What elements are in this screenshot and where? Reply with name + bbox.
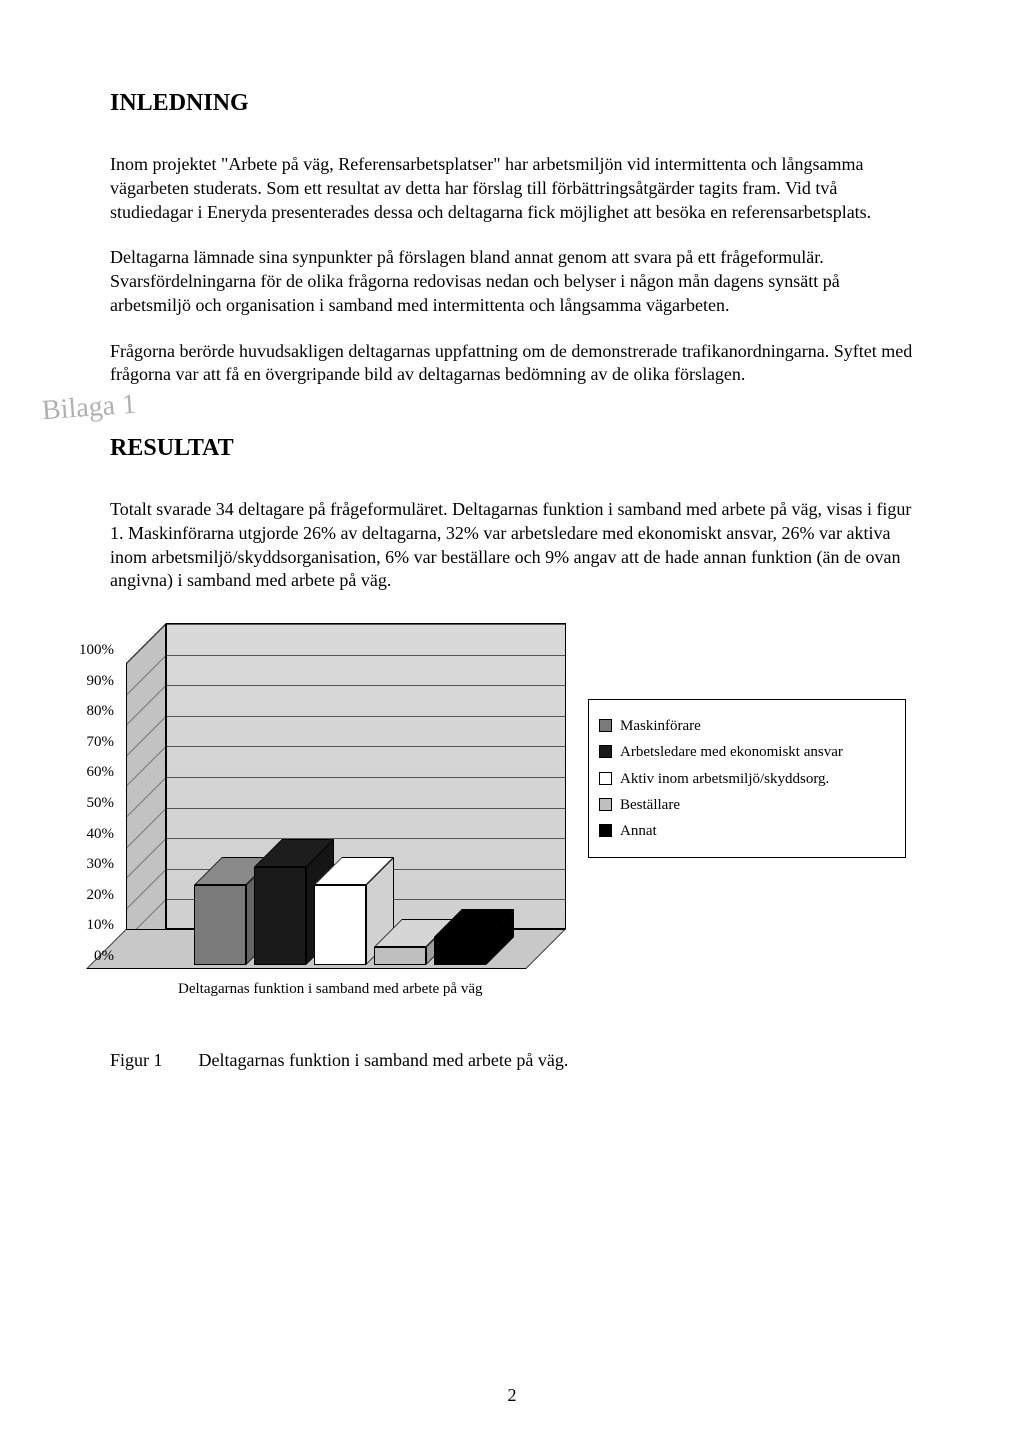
legend-swatch-icon: [599, 719, 612, 732]
legend-swatch-icon: [599, 798, 612, 811]
page-number: 2: [0, 1385, 1024, 1406]
legend-item-4: Annat: [599, 821, 893, 841]
figure-caption: Figur 1 Deltagarnas funktion i samband m…: [110, 1050, 924, 1071]
chart-legend: Maskinförare Arbetsledare med ekonomiskt …: [588, 699, 906, 858]
paragraph-3: Frågorna berörde huvudsakligen deltagarn…: [110, 340, 924, 388]
y-tick-label: 90%: [87, 673, 115, 690]
y-axis-labels: 0%10%20%30%40%50%60%70%80%90%100%: [104, 619, 160, 969]
legend-label: Maskinförare: [620, 716, 701, 736]
y-tick-label: 20%: [87, 887, 115, 904]
chart-area: 0%10%20%30%40%50%60%70%80%90%100% Deltag…: [110, 619, 580, 998]
x-axis-caption: Deltagarnas funktion i samband med arbet…: [178, 981, 580, 998]
y-tick-label: 60%: [87, 764, 115, 781]
document-page: Bilaga 1 INLEDNING Inom projektet "Arbet…: [0, 0, 1024, 1448]
chart-bars: [166, 623, 566, 969]
legend-label: Arbetsledare med ekonomiskt ansvar: [620, 742, 843, 762]
legend-swatch-icon: [599, 824, 612, 837]
legend-item-2: Aktiv inom arbetsmiljö/skyddsorg.: [599, 769, 893, 789]
handwriting-annotation: Bilaga 1: [41, 389, 137, 427]
legend-item-0: Maskinförare: [599, 716, 893, 736]
heading-resultat: RESULTAT: [110, 435, 924, 462]
legend-item-3: Beställare: [599, 795, 893, 815]
y-tick-label: 80%: [87, 703, 115, 720]
bar-chart-3d: 0%10%20%30%40%50%60%70%80%90%100%: [110, 619, 580, 979]
legend-label: Beställare: [620, 795, 680, 815]
y-tick-label: 40%: [87, 826, 115, 843]
y-tick-label: 100%: [79, 642, 114, 659]
y-tick-label: 10%: [87, 917, 115, 934]
legend-label: Annat: [620, 821, 657, 841]
figure-1-block: 0%10%20%30%40%50%60%70%80%90%100% Deltag…: [110, 619, 924, 998]
paragraph-4: Totalt svarade 34 deltagare på frågeform…: [110, 498, 924, 593]
figure-number: Figur 1: [110, 1050, 163, 1071]
legend-label: Aktiv inom arbetsmiljö/skyddsorg.: [620, 769, 829, 789]
paragraph-2: Deltagarna lämnade sina synpunkter på fö…: [110, 246, 924, 317]
paragraph-1: Inom projektet "Arbete på väg, Referensa…: [110, 153, 924, 224]
legend-swatch-icon: [599, 772, 612, 785]
y-tick-label: 50%: [87, 795, 115, 812]
y-tick-label: 30%: [87, 856, 115, 873]
legend-swatch-icon: [599, 745, 612, 758]
y-tick-label: 0%: [94, 948, 114, 965]
heading-inledning: INLEDNING: [110, 90, 924, 117]
y-tick-label: 70%: [87, 734, 115, 751]
legend-item-1: Arbetsledare med ekonomiskt ansvar: [599, 742, 893, 762]
figure-caption-text: Deltagarnas funktion i samband med arbet…: [199, 1050, 569, 1071]
